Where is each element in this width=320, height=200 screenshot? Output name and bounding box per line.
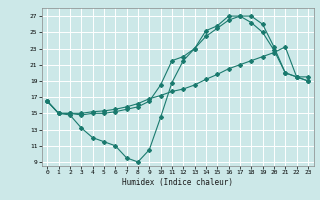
X-axis label: Humidex (Indice chaleur): Humidex (Indice chaleur) [122, 178, 233, 187]
